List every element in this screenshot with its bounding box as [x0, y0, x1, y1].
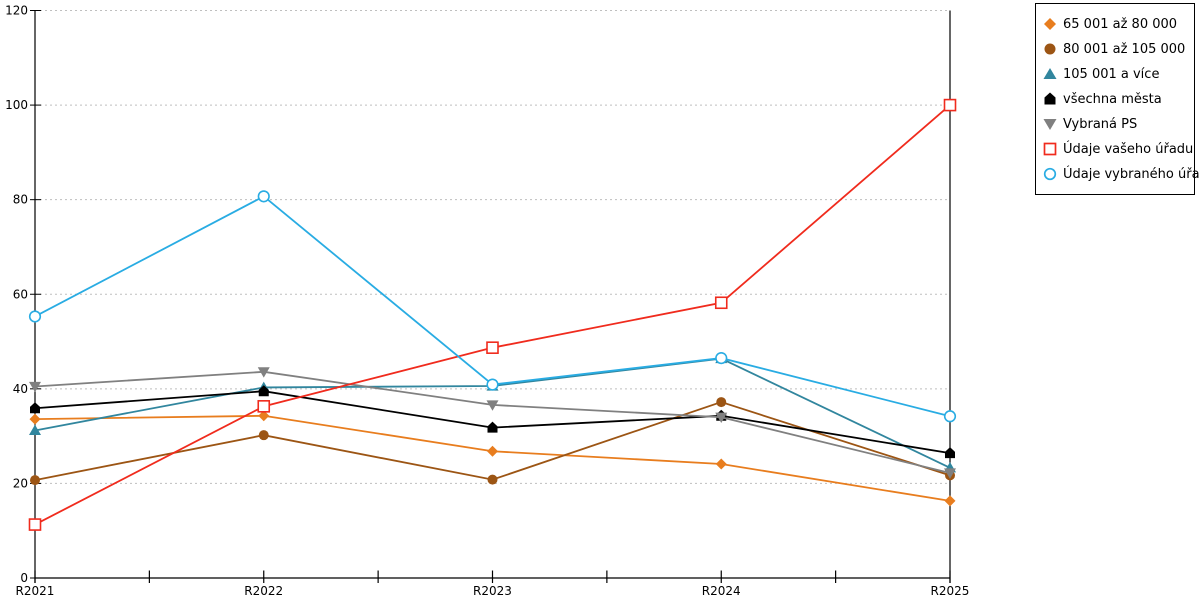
data-point — [944, 495, 956, 507]
series-line — [34, 401, 951, 481]
y-axis-label: 100 — [5, 98, 28, 112]
x-axis-label: R2023 — [473, 584, 512, 598]
legend-item: všechna města — [1043, 90, 1194, 108]
legend-item: Údaje vybraného úřadu — [1043, 165, 1200, 183]
data-point — [715, 412, 728, 424]
x-axis-label: R2025 — [931, 584, 970, 598]
data-point — [486, 341, 499, 354]
x-axis-label: R2024 — [702, 584, 741, 598]
data-point — [28, 518, 42, 531]
legend-item: Vybraná PS — [1043, 115, 1194, 133]
data-point — [257, 190, 270, 203]
legend-item: 80 001 až 105 000 — [1043, 40, 1194, 58]
y-axis-label: 80 — [13, 193, 28, 207]
legend-item: 105 001 a více — [1043, 65, 1194, 83]
legend-item: Údaje vašeho úřadu — [1043, 140, 1194, 158]
data-point — [486, 378, 499, 391]
data-point — [715, 458, 727, 470]
circle-legend-icon — [1044, 43, 1056, 55]
data-point — [258, 430, 269, 441]
data-point — [258, 410, 270, 422]
legend-item-label: 105 001 a více — [1063, 66, 1160, 82]
series-line — [34, 104, 951, 526]
data-point — [486, 400, 499, 411]
y-axis-label: 60 — [13, 287, 28, 301]
data-point — [29, 413, 41, 425]
pentagon-legend-icon — [1044, 92, 1056, 105]
data-point — [715, 351, 728, 365]
legend-item-label: Údaje vybraného úřadu — [1063, 166, 1200, 182]
legend: 65 001 až 80 000 80 001 až 105 000 105 001… — [1035, 3, 1200, 195]
data-point — [28, 310, 42, 323]
data-point — [29, 381, 41, 393]
legend-item-label: 80 001 až 105 000 — [1063, 41, 1186, 57]
data-point — [944, 468, 956, 479]
legend-item-label: všechna města — [1063, 91, 1162, 107]
diamond-legend-icon — [1044, 18, 1056, 30]
legend-item: 65 001 až 80 000 — [1043, 15, 1194, 33]
data-point — [943, 98, 957, 112]
y-axis-label: 0 — [20, 571, 28, 585]
y-axis-label: 20 — [13, 476, 28, 490]
data-point — [716, 397, 727, 408]
y-axis-label: 120 — [5, 4, 28, 18]
circle-open-legend-icon — [1043, 167, 1057, 181]
y-axis-label: 40 — [13, 382, 28, 396]
x-axis-label: R2022 — [244, 584, 283, 598]
legend-item-label: 65 001 až 80 000 — [1063, 16, 1178, 32]
triangle-up-legend-icon — [1043, 68, 1057, 79]
data-point — [257, 400, 271, 413]
data-point — [487, 421, 498, 433]
data-point — [257, 367, 270, 378]
data-point — [258, 385, 269, 397]
data-point — [487, 445, 498, 457]
data-point — [30, 402, 40, 414]
square-open-legend-icon — [1043, 142, 1057, 156]
data-point — [487, 474, 498, 485]
x-axis-label: R2021 — [16, 584, 55, 598]
legend-item-label: Údaje vašeho úřadu — [1063, 141, 1194, 157]
data-point — [943, 410, 957, 423]
data-point — [29, 424, 41, 436]
legend-item-label: Vybraná PS — [1063, 116, 1138, 132]
data-point — [714, 296, 728, 310]
data-point — [30, 475, 40, 486]
triangle-down-legend-icon — [1043, 119, 1057, 130]
data-point — [945, 447, 955, 459]
